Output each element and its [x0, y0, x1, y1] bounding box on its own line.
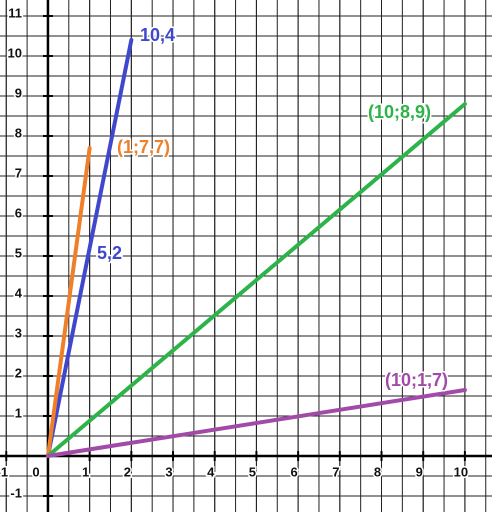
- x-tick-label: 1: [82, 464, 89, 479]
- y-tick-label: 9: [15, 85, 22, 100]
- y-tick-label: 6: [15, 205, 22, 220]
- x-tick-label: 7: [332, 464, 339, 479]
- x-tick-label: 10: [454, 464, 468, 479]
- annotation: 5,2: [97, 243, 122, 263]
- series-line: [45, 388, 467, 458]
- x-tick-label: 9: [416, 464, 423, 479]
- y-tick-label: 2: [15, 365, 22, 380]
- y-tick-label: 11: [8, 5, 22, 20]
- x-tick-label: 5: [249, 464, 256, 479]
- annotation: 10,4: [140, 25, 175, 45]
- x-tick-label: 4: [207, 464, 215, 479]
- x-tick-label: 6: [291, 464, 298, 479]
- y-tick-label: 7: [15, 165, 22, 180]
- y-tick-label: 10: [7, 45, 21, 60]
- y-tick-label: -1: [10, 485, 22, 500]
- series-line: [45, 102, 467, 458]
- series-line: [45, 146, 92, 458]
- series-line: [45, 38, 134, 458]
- y-tick-label: 3: [15, 325, 22, 340]
- x-tick-label: 3: [165, 464, 172, 479]
- annotation: (10;8,9): [368, 102, 431, 122]
- lines: [45, 38, 467, 458]
- labels: -1 0 1 2 3 4 5 6 7 8 9 10 -1 1 2 3 4 5 6 7 8 9 10 11 10,4 (1;7,7)…: [0, 4, 470, 502]
- y-tick-label: 1: [15, 405, 22, 420]
- annotation: (1;7,7): [117, 137, 170, 157]
- x-tick-label: 0: [32, 464, 39, 479]
- y-tick-label: 4: [15, 285, 23, 300]
- y-tick-label: 5: [15, 245, 22, 260]
- annotation: (10;1,7): [385, 370, 448, 390]
- x-tick-label: 8: [374, 464, 381, 479]
- x-tick-label: 2: [124, 464, 131, 479]
- y-tick-label: 8: [15, 125, 22, 140]
- x-tick-label: -1: [0, 464, 8, 479]
